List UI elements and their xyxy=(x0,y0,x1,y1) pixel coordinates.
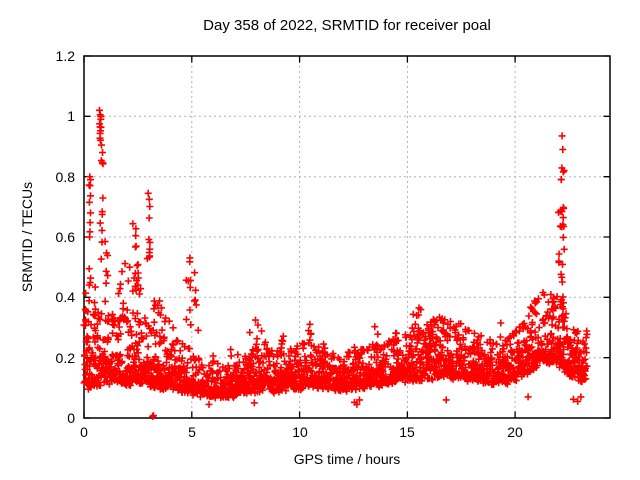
x-tick-label: 15 xyxy=(399,424,415,440)
scatter-points-srmtid xyxy=(80,106,591,420)
x-tick-label: 0 xyxy=(80,424,88,440)
x-tick-label: 20 xyxy=(507,424,523,440)
y-tick-label: 1.2 xyxy=(55,48,75,64)
y-tick-label: 0.8 xyxy=(55,169,75,185)
chart-title: Day 358 of 2022, SRMTID for receiver poa… xyxy=(203,17,491,34)
y-tick-label: 1 xyxy=(67,108,75,124)
x-tick-label: 5 xyxy=(188,424,196,440)
y-tick-label: 0.4 xyxy=(55,289,75,305)
y-tick-label: 0.6 xyxy=(55,229,75,245)
x-axis-title: GPS time / hours xyxy=(293,451,401,467)
y-tick-label: 0.2 xyxy=(55,350,75,366)
x-tick-label: 10 xyxy=(292,424,308,440)
grid-lines xyxy=(84,56,610,418)
y-tick-label: 0 xyxy=(67,410,75,426)
